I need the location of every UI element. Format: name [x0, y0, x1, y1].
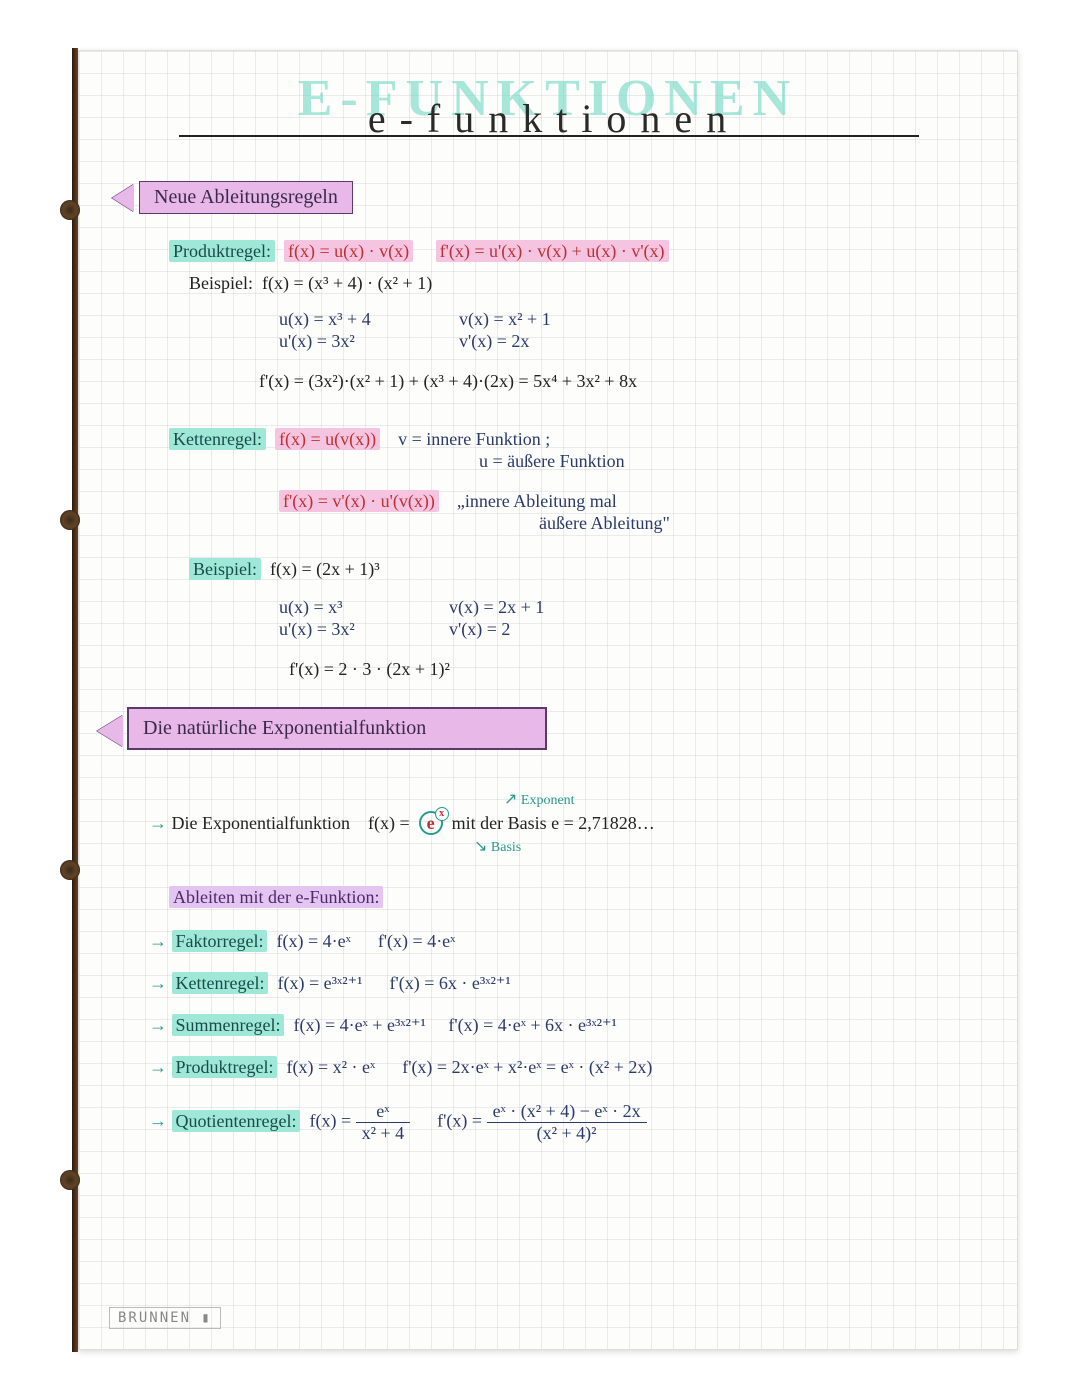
kettenregel-quote1: „innere Ableitung mal	[457, 491, 617, 511]
page-title-block: E-FUNKTIONEN e - f u n k t i o n e n	[79, 69, 1017, 128]
expo-intro: → Die Exponentialfunktion f(x) = ex mit …	[149, 811, 655, 835]
kettenregel-fp-row: f'(x) = v'(x) · u'(v(x)) „innere Ableitu…	[279, 491, 617, 512]
rule-summen: → Summenregel: f(x) = 4·eˣ + e³ˣ²⁺¹ f'(x…	[149, 1015, 617, 1036]
annot-exponent-text: Exponent	[521, 793, 575, 808]
punch-hole-icon	[60, 200, 80, 220]
kettenregel-result: f'(x) = 2 · 3 · (2x + 1)²	[289, 659, 450, 680]
expo-intro-b: f(x) =	[368, 813, 410, 833]
subheading-text: Ableiten mit der e-Funktion:	[169, 886, 383, 908]
section-banner-exponentialfunktion: Die natürliche Exponentialfunktion	[127, 707, 547, 750]
e-circle-icon: ex	[419, 811, 443, 835]
bsp-f: f(x) = (x³ + 4) · (x² + 1)	[262, 273, 432, 293]
quotient-fp-num: eˣ · (x² + 4) − eˣ · 2x	[487, 1101, 647, 1123]
summen-f: f(x) = 4·eˣ + e³ˣ²⁺¹	[293, 1015, 425, 1035]
rule-faktor: → Faktorregel: f(x) = 4·eˣ f'(x) = 4·eˣ	[149, 931, 455, 952]
produktregel-u: u(x) = x³ + 4	[279, 309, 371, 330]
kettenregel-note2: u = äußere Funktion	[479, 451, 625, 472]
produktregel-row: Produktregel: f(x) = u(x) · v(x) f'(x) =…	[169, 241, 669, 262]
kettenregel-u: u(x) = x³	[279, 597, 343, 618]
punch-hole-icon	[60, 860, 80, 880]
annot-basis: ↘ Basis	[474, 836, 521, 856]
label-summenregel: Summenregel:	[172, 1014, 285, 1036]
bsp-label2: Beispiel:	[189, 558, 261, 580]
punch-hole-icon	[60, 1170, 80, 1190]
banner-text: Neue Ableitungsregeln	[154, 186, 338, 208]
bsp-label: Beispiel:	[189, 273, 253, 293]
banner2-text: Die natürliche Exponentialfunktion	[143, 717, 426, 739]
produktregel-up: u'(x) = 3x²	[279, 331, 355, 352]
produkt-f: f(x) = x² · eˣ	[286, 1057, 375, 1077]
produktregel-f: f(x) = u(x) · v(x)	[284, 240, 413, 262]
quotient-f-frac: eˣ x² + 4	[356, 1101, 411, 1144]
arrow-icon: →	[149, 1057, 167, 1077]
kettenregel-quote2: äußere Ableitung"	[539, 513, 670, 534]
arrow-icon: →	[149, 813, 167, 833]
quotient-f-den: x² + 4	[356, 1123, 411, 1144]
brand-watermark: BRUNNEN ▮	[109, 1307, 221, 1329]
label-kettenregel: Kettenregel:	[169, 428, 266, 450]
annot-basis-text: Basis	[491, 840, 521, 855]
produktregel-vp: v'(x) = 2x	[459, 331, 529, 352]
produkt-fp: f'(x) = 2x·eˣ + x²·eˣ = eˣ · (x² + 2x)	[402, 1057, 652, 1077]
kettenregel-up: u'(x) = 3x²	[279, 619, 355, 640]
ketten-f: f(x) = e³ˣ²⁺¹	[277, 973, 362, 993]
bsp-f2: f(x) = (2x + 1)³	[270, 559, 380, 579]
kettenregel-f: f(x) = u(v(x))	[275, 428, 380, 450]
rule-quotient: → Quotientenregel: f(x) = eˣ x² + 4 f'(x…	[149, 1101, 647, 1144]
quotient-f-num: eˣ	[356, 1101, 411, 1123]
ketten-fp: f'(x) = 6x · e³ˣ²⁺¹	[390, 973, 511, 993]
quotient-fp-frac: eˣ · (x² + 4) − eˣ · 2x (x² + 4)²	[487, 1101, 647, 1144]
x-circle-icon: x	[435, 807, 449, 821]
produktregel-fp: f'(x) = u'(x) · v(x) + u(x) · v'(x)	[436, 240, 669, 262]
expo-intro-c: mit der Basis e = 2,71828…	[452, 813, 655, 833]
rule-ketten: → Kettenregel: f(x) = e³ˣ²⁺¹ f'(x) = 6x …	[149, 973, 511, 994]
faktor-fp: f'(x) = 4·eˣ	[378, 931, 456, 951]
summen-fp: f'(x) = 4·eˣ + 6x · e³ˣ²⁺¹	[448, 1015, 617, 1035]
kettenregel-vp: v'(x) = 2	[449, 619, 510, 640]
expo-intro-a: Die Exponentialfunktion	[172, 813, 350, 833]
quotient-fp-den: (x² + 4)²	[487, 1123, 647, 1144]
annot-exponent: ↗ Exponent	[504, 789, 575, 809]
arrow-icon: →	[149, 973, 167, 993]
kettenregel-note1: v = innere Funktion ;	[398, 429, 550, 449]
label-faktorregel: Faktorregel:	[172, 930, 268, 952]
section-banner-ableitungsregeln: Neue Ableitungsregeln	[139, 181, 353, 214]
label-kettenregel2: Kettenregel:	[172, 972, 269, 994]
arrow-icon: →	[149, 1015, 167, 1035]
notepad-page: E-FUNKTIONEN e - f u n k t i o n e n Neu…	[78, 50, 1018, 1350]
faktor-f: f(x) = 4·eˣ	[276, 931, 350, 951]
label-produktregel: Produktregel:	[169, 240, 275, 262]
kettenregel-v: v(x) = 2x + 1	[449, 597, 544, 618]
kettenregel-fp: f'(x) = v'(x) · u'(v(x))	[279, 490, 439, 512]
arrow-icon: →	[149, 931, 167, 951]
produktregel-result: f'(x) = (3x²)·(x² + 1) + (x³ + 4)·(2x) =…	[259, 371, 637, 392]
expo-subheading: Ableiten mit der e-Funktion:	[169, 887, 383, 908]
kettenregel-row: Kettenregel: f(x) = u(v(x)) v = innere F…	[169, 429, 550, 450]
label-quotientenregel: Quotientenregel:	[172, 1110, 301, 1132]
kettenregel-beispiel: Beispiel: f(x) = (2x + 1)³	[189, 559, 380, 580]
rule-produkt: → Produktregel: f(x) = x² · eˣ f'(x) = 2…	[149, 1057, 652, 1078]
title-underline	[179, 135, 919, 137]
arrow-icon: →	[149, 1111, 167, 1131]
produktregel-v: v(x) = x² + 1	[459, 309, 551, 330]
label-produktregel2: Produktregel:	[172, 1056, 278, 1078]
punch-hole-icon	[60, 510, 80, 530]
produktregel-beispiel: Beispiel: f(x) = (x³ + 4) · (x² + 1)	[189, 273, 432, 294]
